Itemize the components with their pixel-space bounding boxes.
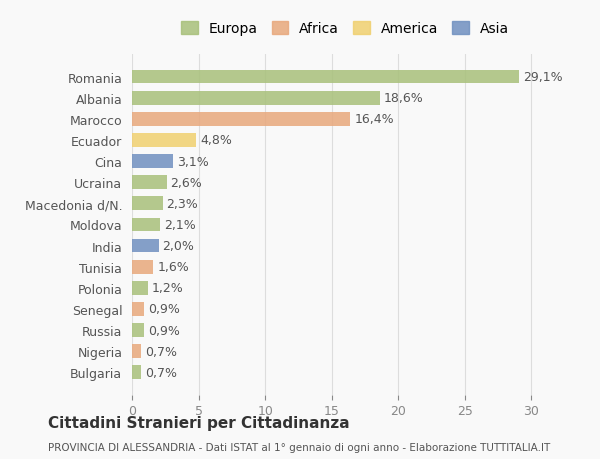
Bar [132,176,167,190]
Bar [132,71,520,84]
Bar [132,92,380,105]
Bar [132,260,154,274]
Text: 1,6%: 1,6% [157,261,189,274]
Text: 2,0%: 2,0% [163,240,194,252]
Bar [132,112,350,126]
Text: 3,1%: 3,1% [177,155,209,168]
Text: 29,1%: 29,1% [523,71,563,84]
Bar [132,302,144,316]
Bar [132,324,144,337]
Bar [132,239,158,253]
Bar [132,345,142,358]
Text: 4,8%: 4,8% [200,134,232,147]
Text: 1,2%: 1,2% [152,282,184,295]
Bar [132,134,196,147]
Legend: Europa, Africa, America, Asia: Europa, Africa, America, Asia [177,18,513,40]
Text: 18,6%: 18,6% [383,92,424,105]
Text: 2,1%: 2,1% [164,218,196,231]
Text: 0,9%: 0,9% [148,303,180,316]
Text: 0,7%: 0,7% [145,366,178,379]
Bar [132,218,160,232]
Text: 2,6%: 2,6% [170,176,202,189]
Text: 0,9%: 0,9% [148,324,180,337]
Bar [132,281,148,295]
Bar [132,366,142,379]
Text: 2,3%: 2,3% [167,197,199,210]
Text: 0,7%: 0,7% [145,345,178,358]
Bar [132,197,163,211]
Text: PROVINCIA DI ALESSANDRIA - Dati ISTAT al 1° gennaio di ogni anno - Elaborazione : PROVINCIA DI ALESSANDRIA - Dati ISTAT al… [48,442,550,452]
Text: 16,4%: 16,4% [355,113,394,126]
Text: Cittadini Stranieri per Cittadinanza: Cittadini Stranieri per Cittadinanza [48,415,350,430]
Bar [132,155,173,168]
